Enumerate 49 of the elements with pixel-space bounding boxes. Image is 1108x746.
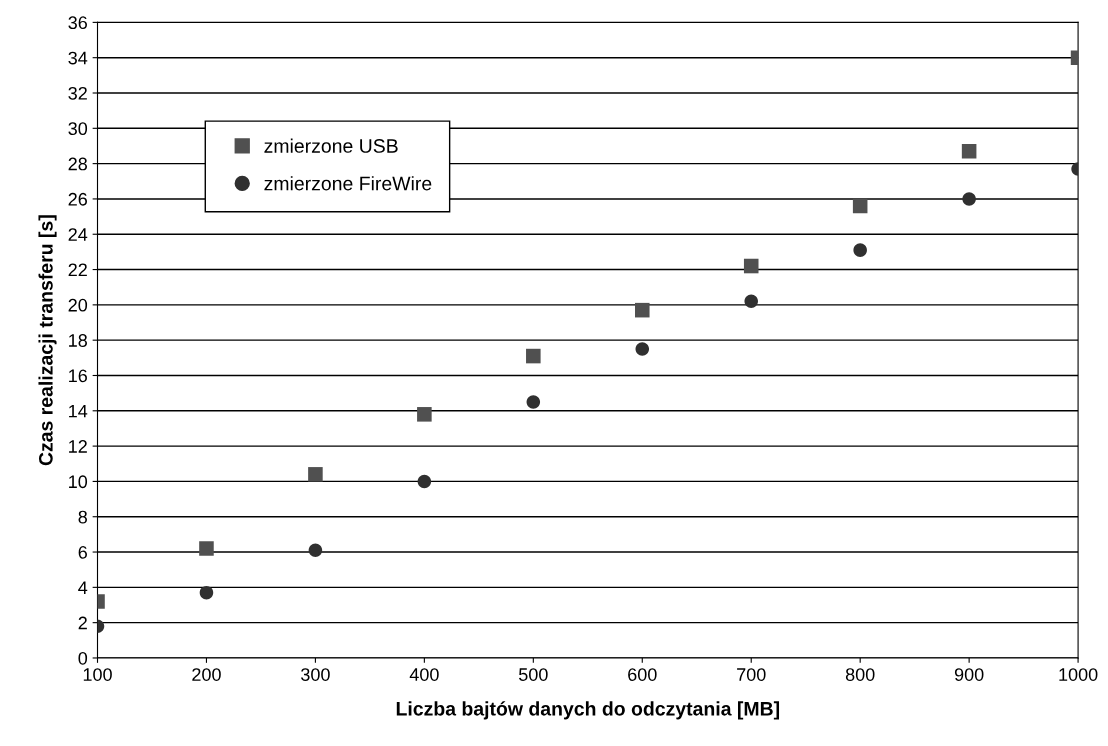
x-tick-label: 100 [83,668,112,681]
y-tick-label: 6 [78,545,87,559]
y-tick-label: 10 [69,475,88,489]
y-tick-label: 0 [78,651,88,665]
y-axis-title: Czas realizacji transferu [s] [38,215,57,466]
y-tick-label: 30 [68,122,88,136]
legend-label: zmierzone USB [264,138,398,153]
y-tick-label: 34 [68,51,88,65]
y-tick-label: 26 [68,192,87,206]
x-tick-label: 300 [301,668,330,681]
y-tick-label: 14 [69,404,88,418]
point [199,541,214,556]
y-tick-label: 4 [78,581,88,594]
y-tick-label: 36 [68,16,87,30]
point [635,342,650,356]
y-tick-label: 32 [68,86,87,100]
point [852,198,868,214]
y-tick-label: 22 [68,263,87,277]
point [417,407,432,422]
point [199,585,214,600]
y-tick-label: 16 [69,369,87,383]
point [526,348,541,364]
point [853,243,867,257]
x-tick-label: 500 [518,668,548,681]
x-tick-label: 200 [192,668,221,681]
point [961,143,977,159]
y-tick-label: 24 [68,228,88,241]
legend-label: zmierzone FireWire [264,176,432,191]
point [743,258,759,274]
point [744,294,758,309]
point [526,395,541,409]
y-tick-label: 8 [78,510,87,524]
y-tick-label: 28 [68,157,87,171]
x-tick-label: 800 [845,668,875,681]
point [417,474,432,489]
x-axis-title: Liczba bajtów danych do odczytania [MB] [396,701,780,720]
y-tick-label: 12 [69,440,87,453]
y-tick-label: 18 [69,334,87,347]
point [308,543,323,558]
x-tick-label: 400 [409,668,439,681]
y-tick-label: 20 [68,298,88,312]
point [962,192,976,206]
y-tick-label: 2 [78,616,87,630]
point [634,302,650,318]
x-tick-label: 600 [628,668,657,681]
point [308,467,323,482]
x-tick-label: 700 [737,668,766,681]
x-tick-label: 900 [954,668,984,681]
x-tick-label: 1000 [1059,668,1098,681]
